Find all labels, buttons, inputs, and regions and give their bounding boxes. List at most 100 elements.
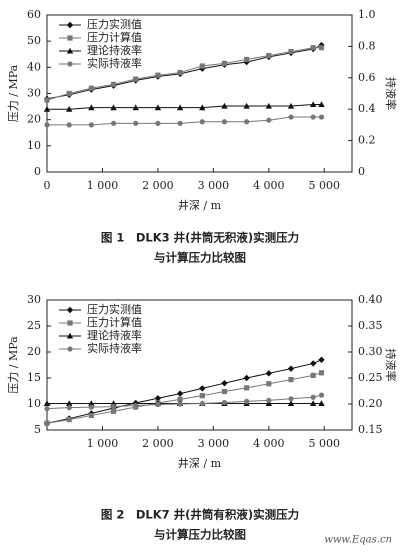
y-tick-label: 50 — [27, 34, 41, 47]
legend-label: 压力实测值 — [87, 17, 142, 31]
x-tick-label: 5 000 — [309, 179, 341, 192]
x-tick-label: 4 000 — [253, 437, 285, 450]
marker — [176, 390, 184, 397]
marker — [65, 400, 73, 407]
marker — [310, 372, 316, 378]
legend-label: 实际持液率 — [87, 341, 142, 355]
marker — [66, 47, 74, 54]
marker — [221, 388, 228, 395]
marker — [199, 385, 206, 392]
y-tick-label: 20 — [27, 113, 41, 126]
y-tick-label: 60 — [27, 8, 41, 21]
series-line — [47, 116, 322, 126]
y2-tick-label: 0.40 — [358, 293, 383, 306]
marker — [44, 97, 50, 103]
marker — [288, 49, 294, 55]
marker — [176, 104, 184, 111]
marker — [44, 122, 50, 128]
marker — [110, 104, 117, 111]
y2-tick-label: 0.20 — [358, 397, 383, 410]
y-tick-label: 40 — [27, 60, 41, 73]
x-tick-label: 1 000 — [87, 179, 119, 192]
marker — [177, 69, 183, 76]
y-axis-label: 压力 / MPa — [7, 64, 20, 122]
y2-tick-label: 0.2 — [358, 134, 376, 147]
series-line — [46, 372, 322, 424]
marker — [287, 102, 295, 109]
y-tick-label: 30 — [27, 87, 41, 100]
marker — [199, 104, 206, 111]
watermark: www.Eqas.cn — [324, 535, 392, 546]
marker — [309, 360, 317, 367]
marker — [266, 397, 272, 403]
marker — [154, 395, 162, 402]
x-tick-label: 2 000 — [142, 179, 174, 192]
legend-label: 压力实测值 — [87, 302, 142, 316]
series-line — [46, 394, 322, 410]
y-tick-label: 30 — [27, 293, 41, 306]
marker — [318, 392, 325, 398]
x-tick-label: 1 000 — [87, 437, 119, 450]
legend-label: 压力计算值 — [87, 315, 142, 329]
y2-tick-label: 0.30 — [358, 345, 383, 358]
x-tick-label: 0 — [44, 179, 51, 192]
marker — [199, 393, 205, 399]
x-tick-label: 3 000 — [198, 437, 230, 450]
x-axis-label: 井深 / m — [178, 198, 222, 212]
marker — [44, 406, 50, 412]
marker — [155, 401, 161, 408]
marker — [66, 306, 74, 314]
marker — [288, 376, 294, 383]
marker — [243, 102, 250, 109]
series-line — [46, 47, 322, 101]
series-line — [47, 103, 322, 110]
marker — [265, 102, 273, 109]
y2-tick-label: 0.15 — [358, 423, 383, 436]
x-tick-label: 4 000 — [253, 179, 285, 192]
marker — [66, 90, 72, 97]
marker — [243, 374, 250, 382]
chart-title: 图 1 DLK3 井(井筒无积液)实测压力 — [101, 231, 299, 245]
marker — [199, 63, 205, 69]
marker — [318, 45, 325, 51]
y-tick-label: 0 — [34, 165, 41, 178]
marker — [67, 35, 73, 41]
series-line — [46, 359, 322, 424]
y-tick-label: 5 — [34, 423, 41, 436]
y2-tick-label: 0.4 — [358, 102, 376, 115]
marker — [287, 365, 295, 372]
marker — [287, 400, 295, 407]
y2-tick-label: 0.8 — [358, 39, 376, 52]
marker — [318, 101, 325, 108]
marker — [65, 106, 73, 112]
y-axis-label: 压力 / MPa — [7, 336, 20, 394]
marker — [133, 76, 139, 82]
marker — [66, 405, 72, 411]
marker — [66, 417, 72, 423]
marker — [265, 370, 273, 377]
y2-tick-label: 0.6 — [358, 71, 376, 84]
y2-axis-label: 持液率 — [384, 77, 398, 110]
marker — [244, 56, 250, 63]
x-tick-label: 5 000 — [309, 437, 341, 450]
y2-tick-label: 0.25 — [358, 371, 383, 384]
marker — [66, 332, 74, 339]
marker — [88, 404, 94, 410]
marker — [88, 412, 94, 419]
marker — [310, 394, 316, 400]
chart-subtitle: 与计算压力比较图 — [154, 251, 246, 265]
marker — [44, 420, 50, 426]
marker — [199, 119, 205, 125]
legend-label: 理论持液率 — [87, 43, 142, 57]
plot-frame — [46, 299, 353, 431]
marker — [67, 346, 73, 352]
marker — [221, 399, 228, 406]
marker — [66, 21, 74, 29]
marker — [318, 356, 325, 363]
marker — [133, 402, 139, 409]
marker — [310, 114, 316, 120]
marker — [88, 122, 94, 128]
marker — [244, 398, 250, 404]
x-tick-label: 3 000 — [198, 179, 230, 192]
